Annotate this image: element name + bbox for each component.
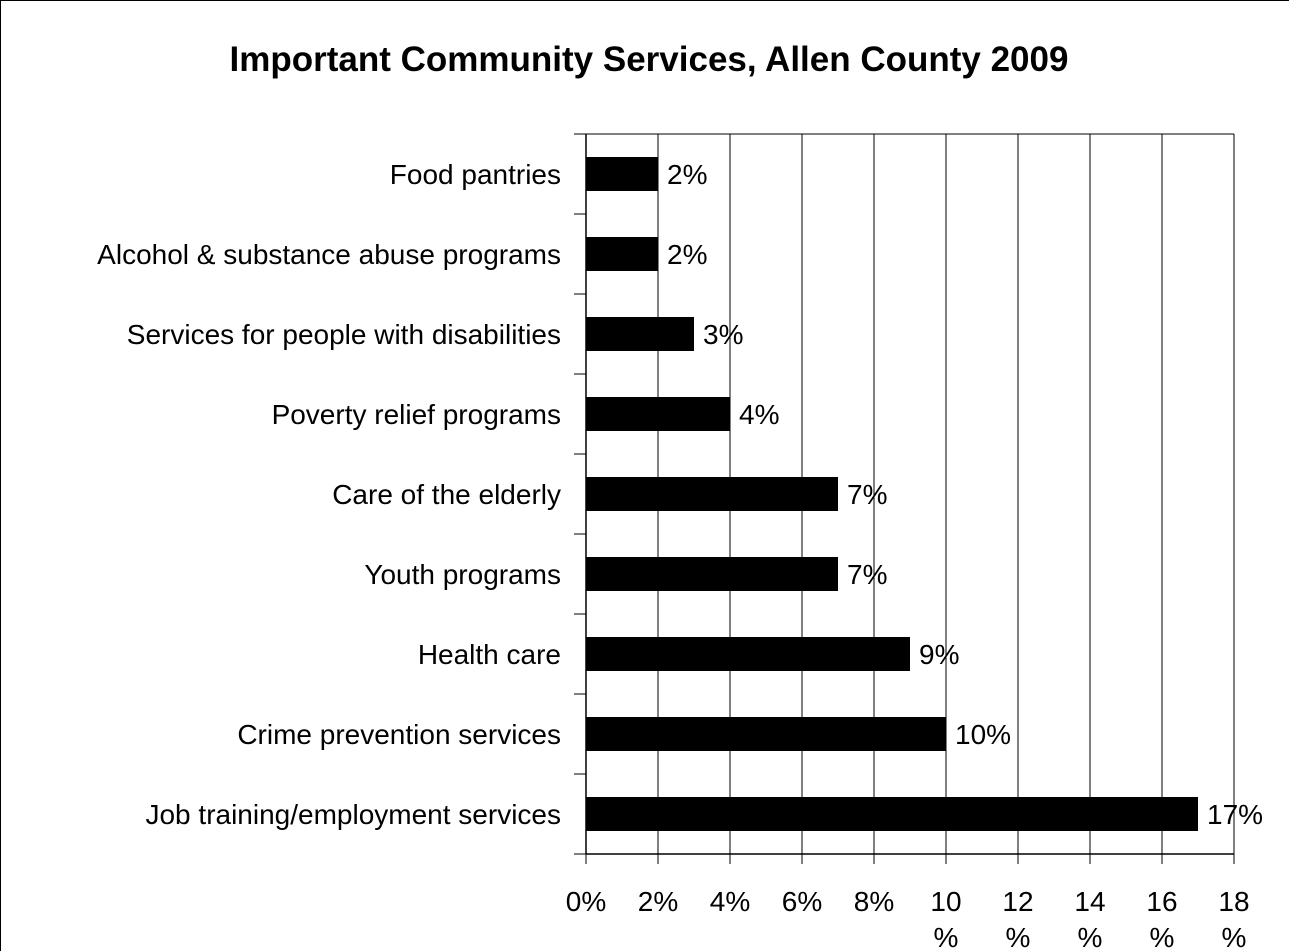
x-tick-label-4: 4% <box>710 886 750 917</box>
category-label-8: Job training/employment services <box>145 799 561 830</box>
x-tick-label-12-line-1: % <box>1006 922 1031 952</box>
bar-5 <box>586 557 838 591</box>
x-tick-label-18-line-0: 18 <box>1218 886 1249 917</box>
x-tick-label-12-line-0: 12 <box>1002 886 1033 917</box>
bars <box>586 157 1198 831</box>
bar-2 <box>586 317 694 351</box>
data-label-4: 7% <box>847 479 887 510</box>
category-label-5: Youth programs <box>364 559 561 590</box>
data-label-1: 2% <box>667 239 707 270</box>
x-tick-label-16-line-0: 16 <box>1146 886 1177 917</box>
data-label-2: 3% <box>703 319 743 350</box>
axes <box>574 133 1235 864</box>
x-tick-label-10-line-1: % <box>934 922 959 952</box>
bar-7 <box>586 717 946 751</box>
x-tick-label-18-line-1: % <box>1222 922 1247 952</box>
labels: 2% Food pantries 2% Alcohol & substance abu… <box>97 159 1263 952</box>
x-tick-label-16-line-1: % <box>1150 922 1175 952</box>
x-tick-label-10-line-0: 10 <box>930 886 961 917</box>
category-label-2: Services for people with disabilities <box>127 319 561 350</box>
bar-6 <box>586 637 910 671</box>
x-tick-label-6: 6% <box>782 886 822 917</box>
category-label-6: Health care <box>418 639 561 670</box>
data-label-5: 7% <box>847 559 887 590</box>
bar-3 <box>586 397 730 431</box>
x-tick-label-0: 0% <box>566 886 606 917</box>
grid-lines <box>586 133 1235 854</box>
bar-0 <box>586 157 658 191</box>
x-tick-label-8: 8% <box>854 886 894 917</box>
data-label-7: 10% <box>955 719 1011 750</box>
category-label-0: Food pantries <box>390 159 561 190</box>
data-label-3: 4% <box>739 399 779 430</box>
x-tick-label-2: 2% <box>638 886 678 917</box>
category-label-4: Care of the elderly <box>332 479 561 510</box>
data-label-6: 9% <box>919 639 959 670</box>
chart-title: Important Community Services, Allen Coun… <box>230 40 1069 79</box>
category-label-1: Alcohol & substance abuse programs <box>97 239 561 270</box>
category-label-7: Crime prevention services <box>237 719 561 750</box>
x-tick-label-14-line-0: 14 <box>1074 886 1105 917</box>
bar-1 <box>586 237 658 271</box>
category-label-3: Poverty relief programs <box>272 399 561 430</box>
x-tick-label-14-line-1: % <box>1078 922 1103 952</box>
data-label-0: 2% <box>667 159 707 190</box>
bar-4 <box>586 477 838 511</box>
bar-8 <box>586 797 1198 831</box>
data-label-8: 17% <box>1207 799 1263 830</box>
